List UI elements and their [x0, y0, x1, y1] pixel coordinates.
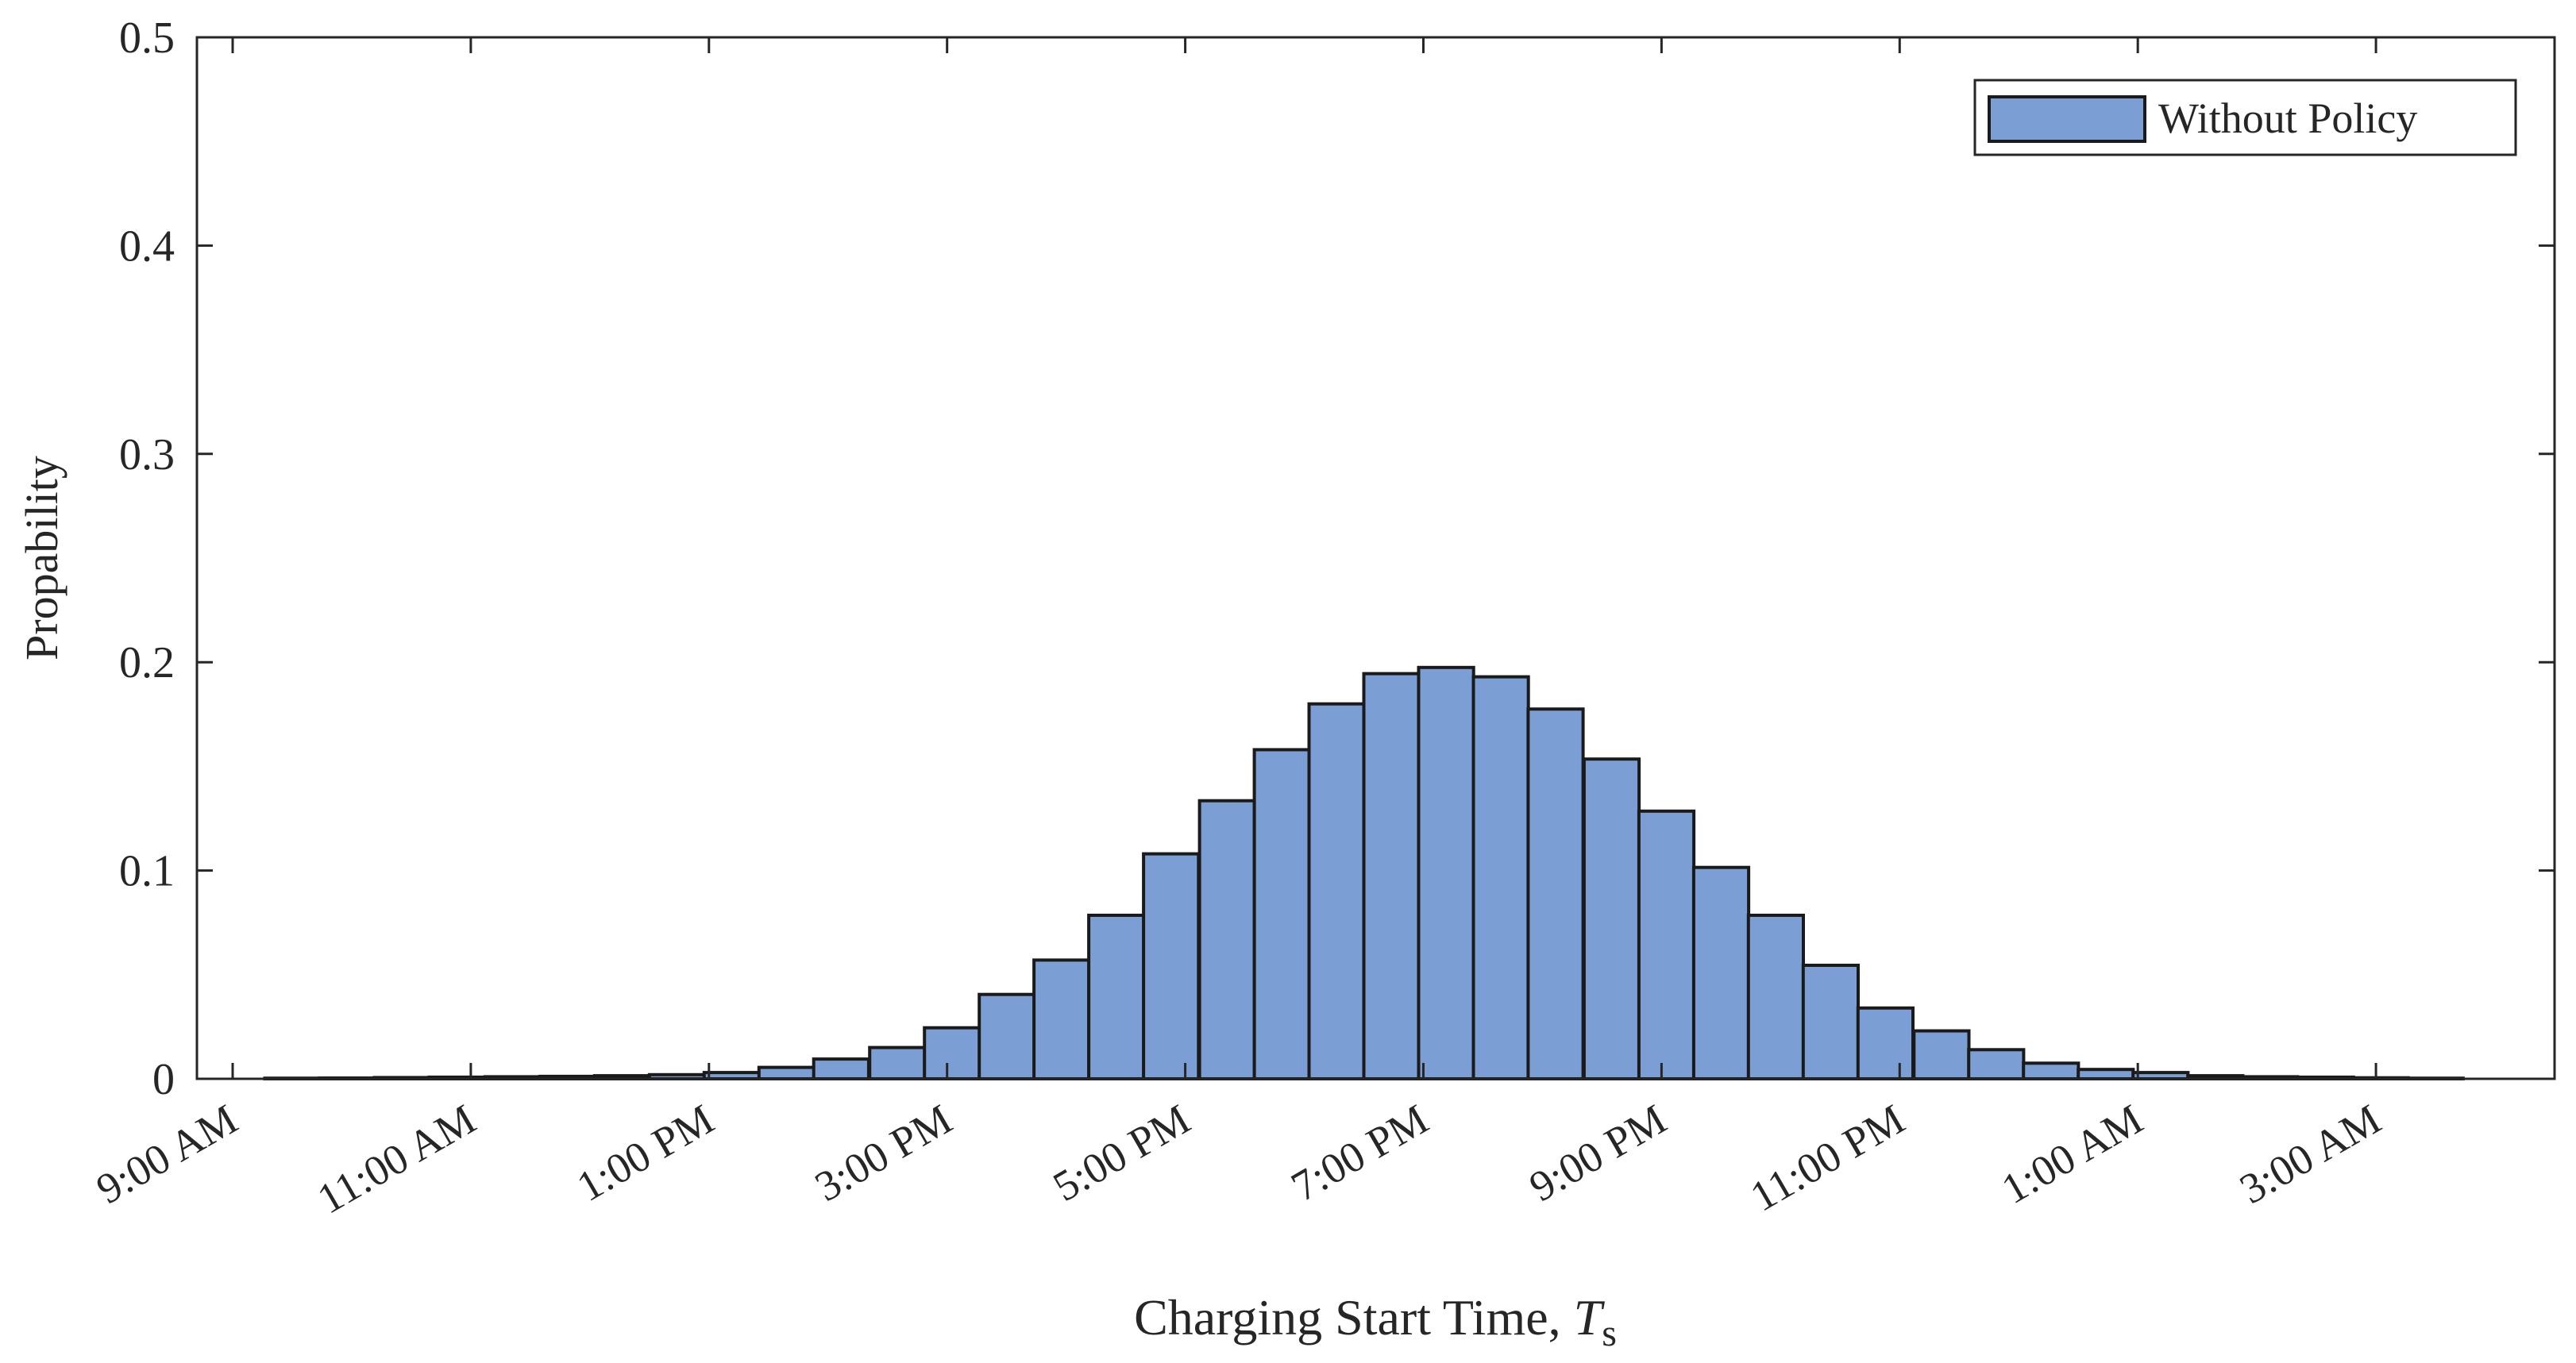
x-tick-label: 11:00 AM: [310, 1095, 484, 1222]
x-axis-title-symbol: T: [1574, 1289, 1606, 1346]
legend: Without Policy: [1973, 79, 2517, 156]
histogram-bar: [1471, 675, 1530, 1080]
y-tick-label: 0.5: [119, 13, 175, 63]
histogram-bar: [1032, 958, 1091, 1081]
legend-label-without-policy: Without Policy: [2158, 94, 2417, 142]
y-axis-title: Propability: [16, 456, 67, 660]
histogram-bar: [1691, 865, 1751, 1080]
x-axis-title-subscript: s: [1602, 1312, 1617, 1354]
x-axis-title-text: Charging Start Time,: [1134, 1289, 1574, 1346]
histogram-bar: [1582, 757, 1641, 1080]
x-tick-label: 3:00 PM: [807, 1095, 959, 1211]
x-tick-label: 5:00 PM: [1045, 1095, 1197, 1211]
y-axis: 0 0.1 0.2 0.3 0.4 0.5: [119, 13, 2555, 1104]
histogram-bar: [1142, 852, 1201, 1080]
histogram-bar: [1746, 914, 1806, 1080]
histogram-bar: [978, 992, 1036, 1080]
histogram-bar: [1801, 964, 1861, 1080]
bars-group: [263, 665, 2465, 1081]
y-tick-label: 0.3: [119, 430, 175, 479]
x-tick-label: 11:00 PM: [1742, 1095, 1912, 1220]
y-tick-label: 0.1: [119, 847, 175, 896]
histogram-bar: [757, 1065, 816, 1080]
plot-area-frame: [195, 36, 2556, 1080]
histogram-bar: [1526, 707, 1585, 1080]
histogram-bar: [1637, 809, 1696, 1080]
legend-swatch-without-policy: [1988, 95, 2146, 143]
y-tick-label: 0.4: [119, 221, 175, 271]
x-axis-title: Charging Start Time, Ts: [1134, 1289, 1617, 1354]
histogram-bar: [1856, 1006, 1915, 1081]
histogram-bar: [1087, 914, 1146, 1080]
y-tick-label: 0: [152, 1055, 175, 1104]
x-tick-label: 3:00 AM: [2231, 1095, 2389, 1213]
x-tick-label: 1:00 AM: [1994, 1095, 2151, 1213]
histogram-bar: [1197, 799, 1256, 1080]
x-tick-label: 1:00 PM: [569, 1095, 721, 1211]
histogram-bar: [1912, 1029, 1971, 1080]
histogram-bar: [923, 1026, 981, 1080]
x-tick-label: 9:00 AM: [88, 1095, 245, 1213]
histogram-bar: [1252, 748, 1311, 1081]
histogram-bar: [1417, 665, 1475, 1080]
x-tick-label: 7:00 PM: [1283, 1095, 1436, 1211]
histogram-bar: [2077, 1068, 2135, 1080]
histogram-bar: [1307, 702, 1366, 1080]
histogram-bar: [1967, 1048, 2026, 1081]
histogram-bar: [1362, 672, 1421, 1080]
histogram-bar: [812, 1057, 870, 1080]
x-tick-label: 9:00 PM: [1521, 1095, 1674, 1211]
y-tick-label: 0.2: [119, 638, 175, 687]
histogram-bar: [2022, 1061, 2080, 1081]
histogram-bar: [868, 1045, 927, 1080]
